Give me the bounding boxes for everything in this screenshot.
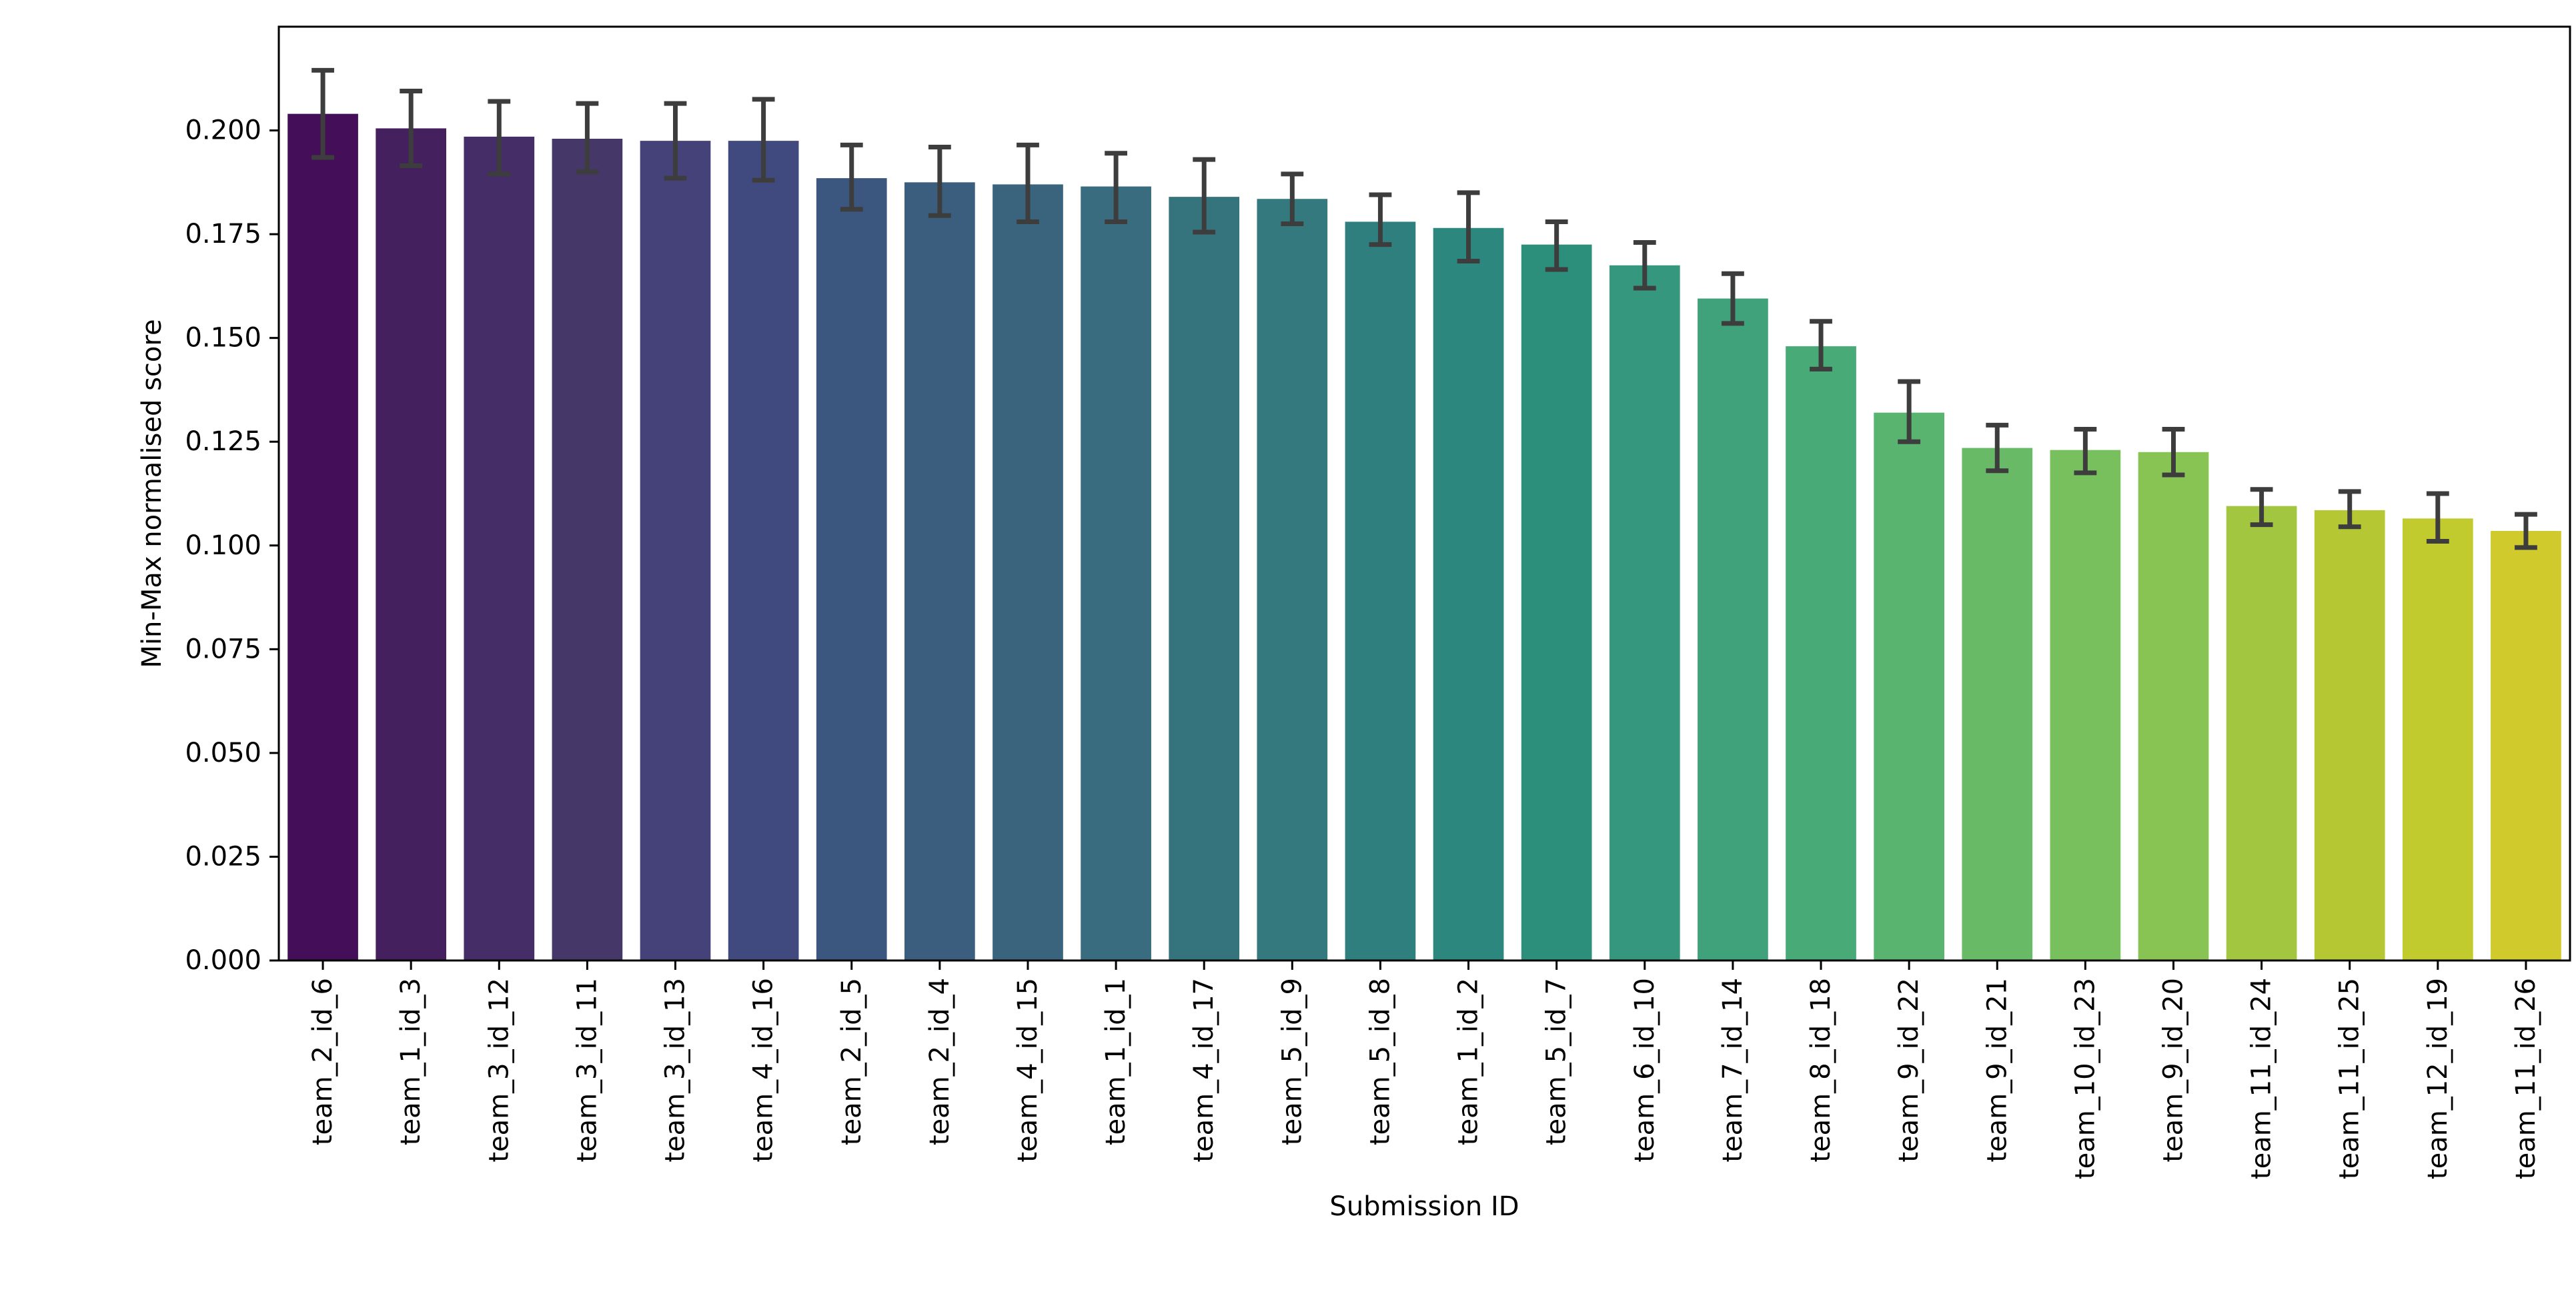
y-tick-label: 0.200: [185, 115, 261, 146]
bar-team_5_id_9: [1257, 199, 1328, 961]
bar-team_9_id_21: [1962, 448, 2033, 960]
plot-frame: [277, 25, 2571, 962]
x-tick-label: team_10_id_23: [2070, 978, 2100, 1179]
x-tick-label: team_1_id_2: [1453, 978, 1484, 1145]
y-axis: 0.000 0.025 0.050 0.075 0.100 0.125 0.150 0.175…: [185, 115, 279, 976]
y-tick-label: 0.100: [185, 530, 261, 561]
bar-team_1_id_1: [1081, 186, 1151, 960]
bar-team_7_id_14: [1698, 298, 1768, 960]
bar-team_3_id_12: [464, 136, 535, 960]
x-tick-label: team_3_id_11: [572, 978, 602, 1163]
bar-team_1_id_3: [376, 128, 447, 960]
bar-team_5_id_7: [1521, 244, 1592, 961]
x-tick-label: team_3_id_12: [484, 978, 514, 1163]
x-tick-label: team_5_id_7: [1541, 978, 1572, 1145]
x-tick-label: team_1_id_1: [1101, 978, 1131, 1145]
x-tick-label: team_11_id_26: [2511, 978, 2541, 1179]
x-tick-label: team_8_id_18: [1806, 978, 1836, 1163]
x-tick-label: team_1_id_3: [396, 978, 426, 1145]
bar-team_8_id_18: [1786, 346, 1856, 960]
x-tick-label: team_4_id_15: [1013, 978, 1043, 1163]
y-tick-label: 0.075: [185, 634, 261, 664]
x-tick-label: team_5_id_8: [1365, 978, 1395, 1145]
y-tick-label: 0.000: [185, 945, 261, 976]
x-tick-label: team_2_id_5: [836, 978, 867, 1145]
x-tick-label: team_5_id_9: [1277, 978, 1307, 1145]
bar-team_11_id_24: [2226, 506, 2297, 960]
bar-team_6_id_10: [1609, 265, 1680, 960]
bar-team_1_id_2: [1433, 227, 1504, 960]
bar-team_3_id_13: [640, 141, 711, 961]
y-tick-label: 0.150: [185, 323, 261, 354]
x-tick-label: team_6_id_10: [1630, 978, 1660, 1163]
bar-team_9_id_20: [2138, 452, 2209, 960]
bars-layer: [287, 113, 2561, 961]
bar-team_11_id_25: [2314, 510, 2385, 960]
bar-team_2_id_5: [816, 178, 887, 961]
x-tick-label: team_11_id_24: [2246, 978, 2277, 1179]
bar-team_3_id_11: [552, 139, 623, 960]
x-tick-label: team_11_id_25: [2335, 978, 2365, 1179]
x-tick-label: team_2_id_6: [307, 978, 338, 1145]
x-tick-label: team_9_id_22: [1894, 978, 1924, 1163]
bar-team_4_id_17: [1169, 197, 1240, 961]
y-tick-label: 0.175: [185, 219, 261, 249]
x-tick-label: team_9_id_20: [2158, 978, 2188, 1163]
y-axis-label: Min-Max normalised score: [137, 319, 167, 668]
x-axis: team_2_id_6 team_1_id_3 team_3_id_12 team_3…: [307, 960, 2541, 1179]
y-tick-label: 0.050: [185, 738, 261, 768]
bar-team_5_id_8: [1345, 221, 1416, 960]
bar-team_12_id_19: [2402, 518, 2473, 960]
bar-team_4_id_15: [993, 184, 1063, 960]
bar-team_2_id_4: [904, 182, 975, 960]
bar-team_10_id_23: [2050, 450, 2121, 960]
bar-team_11_id_26: [2491, 531, 2561, 960]
y-tick-label: 0.125: [185, 426, 261, 457]
x-tick-label: team_4_id_16: [748, 978, 779, 1163]
bar-team_9_id_22: [1874, 412, 1944, 960]
x-tick-label: team_3_id_13: [660, 978, 691, 1163]
x-tick-label: team_4_id_17: [1189, 978, 1219, 1163]
x-axis-label: Submission ID: [1329, 1191, 1519, 1222]
x-tick-label: team_7_id_14: [1718, 978, 1748, 1163]
x-tick-label: team_2_id_4: [924, 978, 955, 1145]
bar-team_2_id_6: [287, 113, 358, 961]
bar-team_4_id_16: [728, 141, 799, 961]
y-tick-label: 0.025: [185, 841, 261, 872]
error-bars-layer: [311, 67, 2537, 550]
x-tick-label: team_12_id_19: [2423, 978, 2453, 1179]
x-tick-label: team_9_id_21: [1982, 978, 2012, 1163]
